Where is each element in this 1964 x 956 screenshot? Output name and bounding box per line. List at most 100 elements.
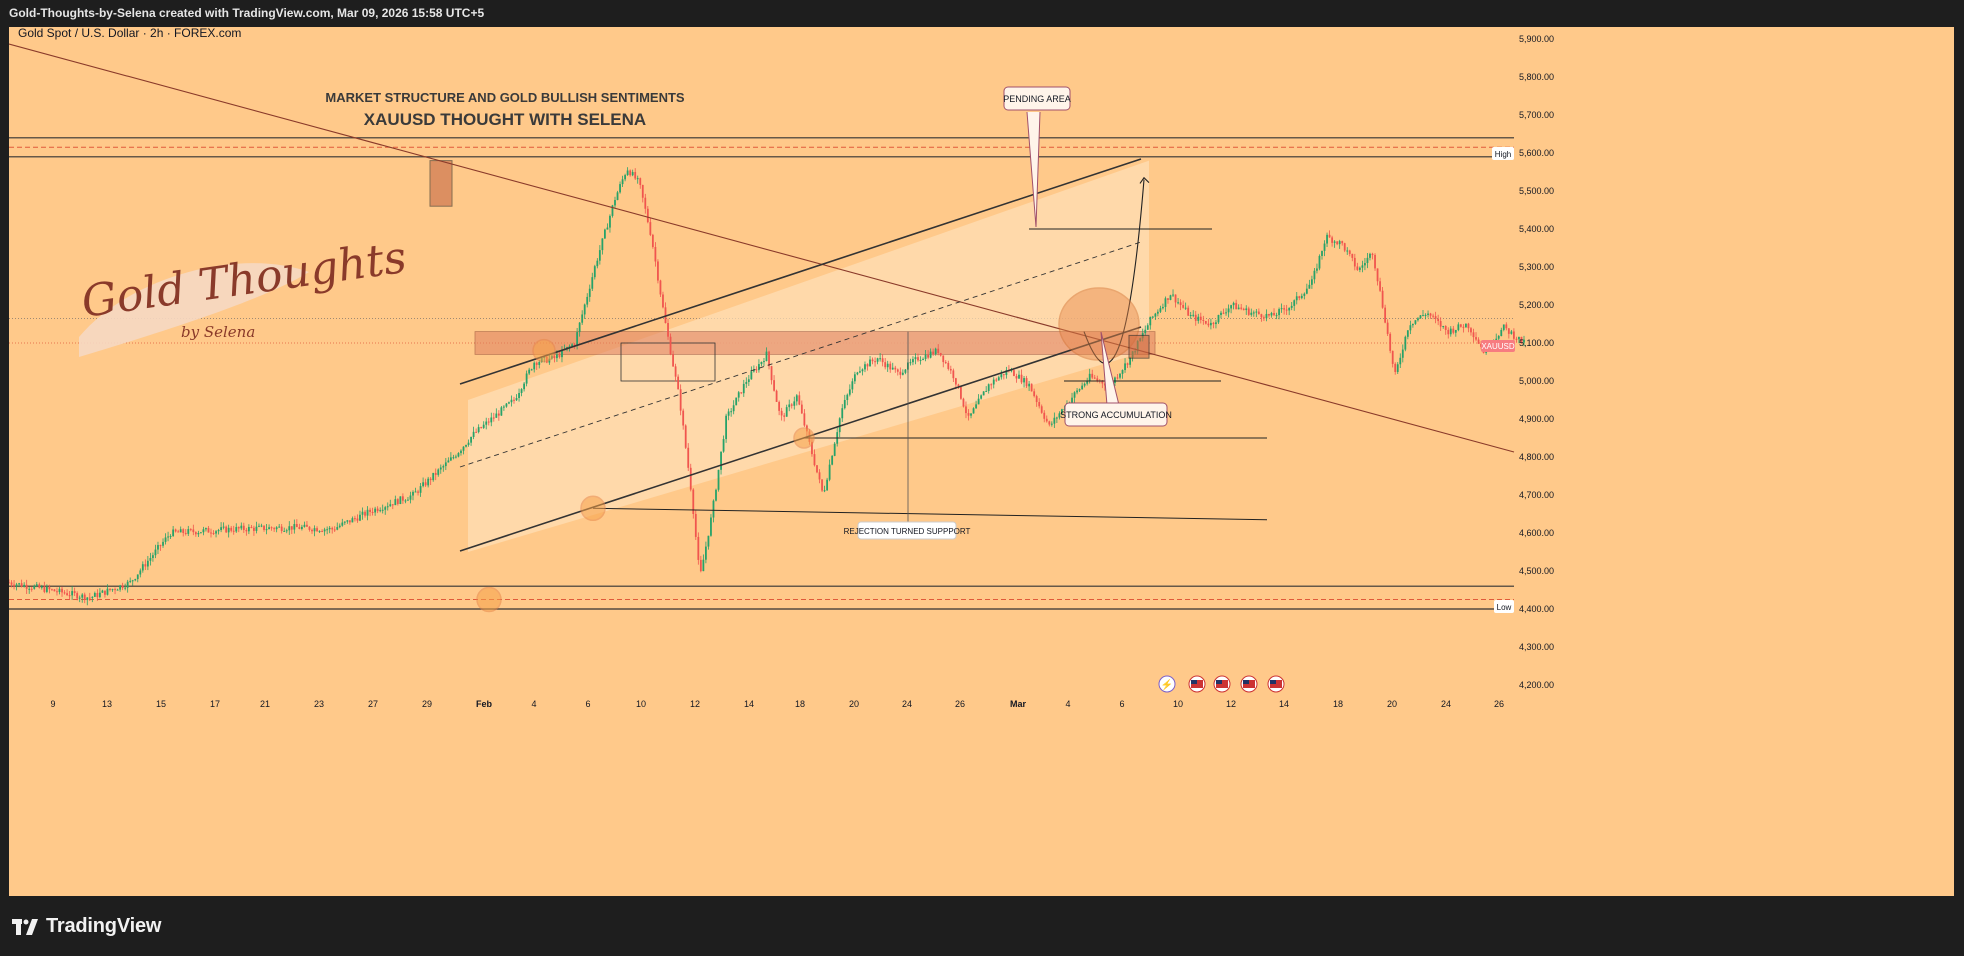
candle-body [313, 528, 316, 532]
candle-body [752, 369, 755, 372]
candle-body [1045, 418, 1048, 422]
candle-body [960, 385, 962, 399]
price-chart[interactable]: Gold Thoughts by Selena Gold Spot / U.S.… [9, 27, 1954, 896]
time-tick-label: 24 [902, 699, 912, 709]
candle-body [1399, 357, 1402, 365]
candle-body [273, 528, 276, 530]
candle-body [1391, 350, 1394, 364]
candle-body [30, 588, 33, 590]
candle-body [508, 402, 510, 404]
candle-body [58, 588, 61, 593]
candle-body [1358, 267, 1361, 270]
candle-body [1341, 241, 1344, 244]
candle-body [295, 524, 298, 528]
candle-body [1323, 243, 1326, 251]
candle-body [641, 184, 644, 198]
candle-body [679, 389, 682, 411]
candle-body [1379, 281, 1381, 291]
price-tick-label: 5,800.00 [1519, 72, 1554, 82]
candle-body [1270, 312, 1273, 316]
time-tick-label: 29 [422, 699, 432, 709]
candle-body [859, 371, 861, 373]
candle-body [1202, 319, 1205, 321]
candle-body [40, 586, 43, 588]
candle-body [240, 525, 243, 529]
candle-body [1146, 325, 1149, 330]
candle-body [1174, 294, 1177, 303]
candle-body [318, 531, 321, 533]
svg-text:⚡: ⚡ [1161, 678, 1173, 691]
candle-body [944, 362, 947, 364]
candle-body [581, 314, 584, 323]
candle-body [1126, 363, 1129, 365]
candle-body [800, 404, 803, 414]
candle-body [634, 172, 637, 179]
candle-body [495, 413, 498, 418]
candle-body [1144, 329, 1147, 334]
candle-body [51, 589, 53, 591]
candle-body [1217, 314, 1220, 323]
candle-body [1520, 336, 1523, 343]
candle-body [1515, 338, 1518, 340]
time-tick-label: 26 [1494, 699, 1504, 709]
candle-body [874, 361, 876, 363]
candle-body [485, 421, 488, 425]
candle-body [841, 408, 844, 419]
candle-body [490, 417, 493, 423]
pending-area-callout[interactable]: PENDING AREA [1003, 86, 1071, 228]
candle-body [672, 354, 674, 367]
candle-body [735, 397, 738, 406]
candle-body [689, 467, 692, 490]
candle-body [482, 424, 485, 428]
candle-body [1189, 315, 1192, 317]
candle-body [28, 588, 31, 590]
candle-body [192, 529, 195, 533]
candle-body [88, 597, 91, 599]
chart-title-2: XAUUSD THOUGHT WITH SELENA [364, 110, 646, 129]
candle-body [202, 529, 205, 533]
chart-area[interactable]: Gold Thoughts by Selena Gold Spot / U.S.… [9, 27, 1954, 896]
time-tick-label: 20 [1387, 699, 1397, 709]
candle-body [1172, 294, 1174, 296]
tradingview-logo[interactable]: TradingView [12, 915, 161, 938]
highlight-circle [476, 586, 502, 613]
candle-body [853, 374, 856, 382]
candle-body [1081, 385, 1084, 390]
candle-body [447, 460, 450, 463]
strong-accumulation-callout[interactable]: STRONG ACCUMULATION [1060, 331, 1172, 427]
candle-body [740, 392, 743, 394]
candle-body [389, 504, 392, 507]
candle-body [730, 411, 733, 413]
us-flag-icon [1240, 675, 1258, 693]
candle-body [513, 399, 515, 401]
candle-body [811, 441, 813, 455]
pending-area-label: PENDING AREA [1003, 94, 1071, 104]
candle-body [1005, 370, 1008, 376]
candle-body [727, 411, 730, 416]
candle-body [664, 307, 667, 324]
candles-layer [9, 167, 1525, 606]
us-flag-icon [1188, 675, 1206, 693]
candle-body [101, 590, 104, 593]
candle-body [1154, 313, 1157, 317]
candle-body [793, 401, 796, 406]
candle-body [159, 545, 162, 547]
price-tick-label: 4,600.00 [1519, 528, 1554, 538]
candle-body [1076, 390, 1078, 393]
candle-body [1374, 254, 1376, 269]
candle-body [492, 417, 495, 419]
candle-body [417, 491, 419, 493]
candle-body [1227, 308, 1230, 313]
candle-body [442, 466, 445, 468]
candle-body [91, 596, 94, 598]
candle-body [1232, 302, 1235, 306]
time-tick-label: 10 [636, 699, 646, 709]
candle-body [725, 415, 727, 440]
candle-body [687, 447, 690, 468]
candle-body [1025, 378, 1028, 387]
candle-body [745, 382, 748, 384]
candle-body [371, 511, 374, 513]
rejection-callout[interactable]: REJECTION TURNED SUPPPORT [844, 521, 971, 540]
time-tick-label: 6 [585, 699, 590, 709]
event-icons[interactable]: ⚡ [1158, 675, 1285, 693]
